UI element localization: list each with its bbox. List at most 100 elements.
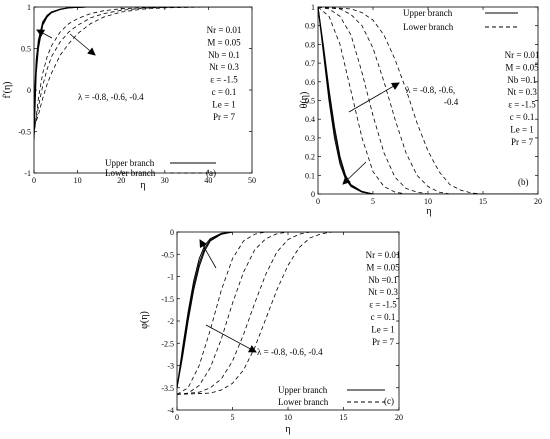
lower-branch-line: [318, 7, 538, 194]
y-tick-label: 0: [170, 228, 174, 237]
lambda-annotation: λ = -0.8, -0.6, -0.4: [78, 92, 144, 102]
parameter-label: Pr = 7: [511, 137, 534, 147]
x-axis-label: η: [140, 180, 145, 191]
y-tick-label: -0.5: [161, 250, 174, 259]
series-group: [34, 7, 252, 140]
x-tick-label: 0: [32, 176, 36, 185]
x-axis-label: η: [285, 424, 290, 435]
lower-branch-line: [177, 232, 399, 395]
series-group: [318, 7, 538, 194]
y-tick-label: -2.5: [161, 339, 174, 348]
panel-frame: [317, 6, 539, 195]
direction-arrow: [205, 324, 257, 353]
series-group: [177, 232, 399, 395]
direction-arrow: [69, 33, 96, 56]
y-tick-label: -1.5: [161, 295, 174, 304]
y-tick-label: 0.3: [305, 134, 315, 143]
y-tick-label: 0.9: [305, 22, 315, 31]
y-tick-label: 0: [311, 190, 315, 199]
legend-label: Upper branch: [278, 385, 328, 395]
y-tick-label: 0.1: [305, 171, 315, 180]
lambda-annotation: λ = -0.8, -0.6,: [406, 85, 455, 95]
parameter-label: Nt = 0.3: [368, 287, 398, 297]
upper-branch-line: [318, 7, 538, 194]
x-tick-label: 0: [175, 413, 179, 422]
y-tick-label: 0.7: [305, 59, 315, 68]
y-tick-label: 0.5: [305, 97, 315, 106]
lower-branch-line: [318, 7, 538, 194]
parameter-label: c = 0.1: [510, 112, 535, 122]
lower-branch-line: [34, 7, 252, 136]
y-tick-label: 0.4: [305, 115, 315, 124]
x-tick-label: 10: [74, 176, 82, 185]
parameter-label: Le = 1: [510, 124, 534, 134]
y-tick-label: 1: [27, 3, 31, 12]
y-tick-label: 0.2: [305, 153, 315, 162]
parameter-label: ε = -1.5: [210, 75, 238, 85]
y-tick-label: -1: [24, 169, 31, 178]
y-axis-label: θ(η): [299, 92, 310, 109]
parameter-label: c = 0.1: [212, 87, 237, 97]
parameter-label: M = 0.05: [207, 37, 241, 47]
x-tick-label: 0: [316, 197, 320, 206]
y-tick-label: 0.6: [305, 78, 315, 87]
lower-branch-line: [177, 232, 399, 395]
upper-branch-line: [318, 7, 538, 194]
parameter-label: Nr = 0.01: [505, 50, 540, 60]
direction-arrow: [348, 82, 400, 113]
y-tick-label: -0.5: [18, 128, 31, 137]
legend-label: Upper branch: [105, 158, 155, 168]
legend-label: Lower branch: [403, 22, 454, 32]
x-tick-label: 5: [231, 413, 235, 422]
x-tick-label: 10: [424, 197, 432, 206]
direction-arrow: [342, 161, 367, 185]
x-tick-label: 10: [284, 413, 292, 422]
x-axis-label: η: [426, 206, 431, 217]
direction-arrow: [36, 29, 53, 39]
parameter-label: Nb = 0.1: [208, 50, 240, 60]
y-tick-label: -3: [167, 362, 174, 371]
lambda-annotation: λ = -0.8, -0.6, -0.4: [257, 347, 323, 357]
x-tick-label: 50: [248, 176, 256, 185]
panel-label: (c): [384, 396, 394, 406]
y-tick-label: 0: [27, 86, 31, 95]
lower-branch-line: [318, 7, 538, 194]
y-axis-label: f'(η): [2, 81, 13, 98]
x-tick-label: 20: [534, 197, 542, 206]
parameter-label: Le = 1: [212, 99, 236, 109]
parameter-label: ε = -1.5: [369, 300, 397, 310]
lower-branch-line: [177, 232, 399, 395]
lower-branch-line: [318, 7, 538, 194]
parameter-label: M = 0.05: [505, 62, 539, 72]
legend-label: Lower branch: [105, 168, 156, 178]
y-tick-label: 0.8: [305, 40, 315, 49]
lambda-annotation: -0.4: [444, 97, 459, 107]
y-tick-label: 0.5: [21, 45, 31, 54]
parameter-label: Nb =0.1: [368, 275, 398, 285]
upper-branch-line: [177, 232, 399, 388]
upper-branch-line: [318, 7, 538, 194]
parameter-label: Nb =0.1: [507, 75, 537, 85]
x-tick-label: 30: [161, 176, 169, 185]
x-tick-label: 20: [117, 176, 125, 185]
upper-branch-line: [34, 7, 252, 107]
y-tick-label: -1: [167, 273, 174, 282]
parameter-label: Pr = 7: [213, 112, 236, 122]
y-tick-label: -3.5: [161, 384, 174, 393]
lower-branch-line: [34, 7, 252, 128]
parameter-label: Nt = 0.3: [209, 62, 239, 72]
parameter-label: c = 0.1: [371, 312, 396, 322]
x-tick-label: 20: [395, 413, 403, 422]
parameter-label: Nr = 0.01: [207, 25, 242, 35]
x-tick-label: 5: [371, 197, 375, 206]
parameter-label: M = 0.05: [366, 262, 400, 272]
parameter-label: Nt = 0.3: [507, 87, 537, 97]
y-tick-label: -4: [167, 406, 174, 415]
x-tick-label: 15: [479, 197, 487, 206]
y-tick-label: 1: [311, 3, 315, 12]
direction-arrow: [199, 239, 217, 269]
lower-branch-line: [34, 7, 252, 132]
panel-label: (a): [206, 168, 216, 178]
y-tick-label: -2: [167, 317, 174, 326]
